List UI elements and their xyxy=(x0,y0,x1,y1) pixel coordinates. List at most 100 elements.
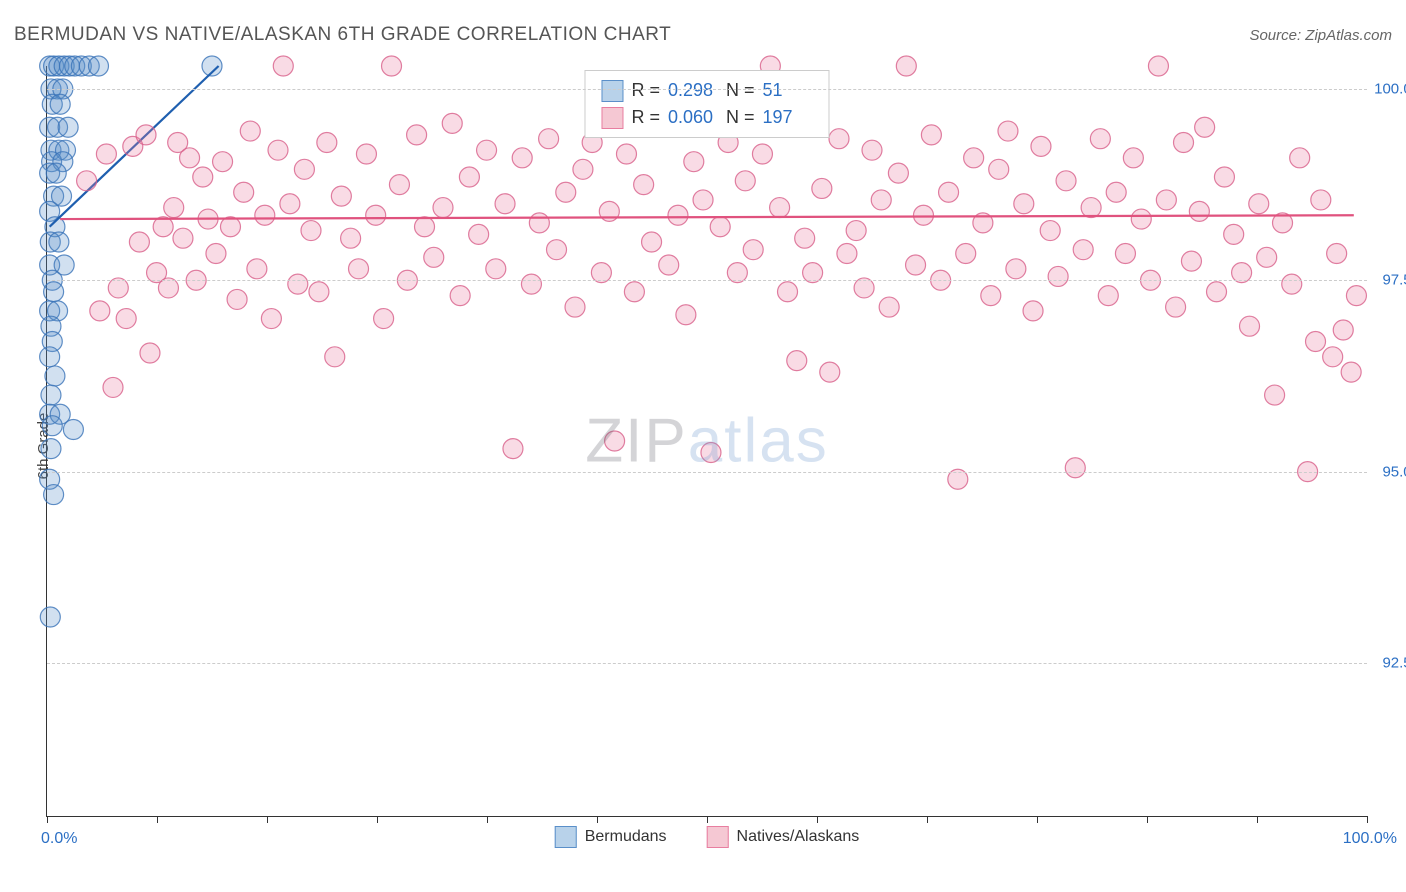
scatter-point xyxy=(888,163,908,183)
scatter-point xyxy=(1341,362,1361,382)
scatter-point xyxy=(44,485,64,505)
scatter-point xyxy=(913,205,933,225)
scatter-point xyxy=(44,282,64,302)
scatter-point xyxy=(288,274,308,294)
scatter-point xyxy=(77,171,97,191)
swatch-bermudans-bottom xyxy=(555,826,577,848)
scatter-point xyxy=(956,244,976,264)
scatter-point xyxy=(173,228,193,248)
scatter-point xyxy=(317,133,337,153)
x-tick xyxy=(47,816,48,823)
r-value-2: 0.060 xyxy=(668,104,718,131)
scatter-point xyxy=(1224,224,1244,244)
x-min-label: 0.0% xyxy=(41,830,77,848)
x-max-label: 100.0% xyxy=(1343,830,1397,848)
scatter-point xyxy=(450,286,470,306)
scatter-point xyxy=(90,301,110,321)
scatter-point xyxy=(1290,148,1310,168)
scatter-point xyxy=(752,144,772,164)
scatter-point xyxy=(701,442,721,462)
legend-row-1: R = 0.298 N = 51 xyxy=(601,77,812,104)
scatter-point xyxy=(1115,244,1135,264)
scatter-point xyxy=(1073,240,1093,260)
scatter-point xyxy=(442,113,462,133)
scatter-point xyxy=(605,431,625,451)
legend-row-2: R = 0.060 N = 197 xyxy=(601,104,812,131)
scatter-point xyxy=(469,224,489,244)
scatter-point xyxy=(547,240,567,260)
y-tick-label: 95.0% xyxy=(1382,463,1406,480)
scatter-point xyxy=(1214,167,1234,187)
scatter-point xyxy=(255,205,275,225)
scatter-point xyxy=(1166,297,1186,317)
scatter-point xyxy=(261,309,281,329)
scatter-point xyxy=(743,240,763,260)
scatter-point xyxy=(220,217,240,237)
scatter-point xyxy=(1265,385,1285,405)
scatter-point xyxy=(1346,286,1366,306)
scatter-point xyxy=(389,175,409,195)
scatter-point xyxy=(1123,148,1143,168)
scatter-point xyxy=(1181,251,1201,271)
scatter-point xyxy=(459,167,479,187)
gridline xyxy=(47,89,1367,90)
x-tick xyxy=(487,816,488,823)
x-tick xyxy=(267,816,268,823)
n-label-1: N = xyxy=(726,77,755,104)
scatter-point xyxy=(1081,198,1101,218)
series2-name: Natives/Alaskans xyxy=(737,828,860,846)
scatter-point xyxy=(273,56,293,76)
scatter-point xyxy=(301,221,321,241)
scatter-point xyxy=(349,259,369,279)
scatter-point xyxy=(40,607,60,627)
scatter-point xyxy=(495,194,515,214)
scatter-point xyxy=(1195,117,1215,137)
scatter-point xyxy=(63,420,83,440)
n-value-2: 197 xyxy=(763,104,813,131)
swatch-bermudans xyxy=(601,80,623,102)
scatter-point xyxy=(1148,56,1168,76)
scatter-point xyxy=(989,159,1009,179)
scatter-point xyxy=(512,148,532,168)
scatter-point xyxy=(829,129,849,149)
bottom-legend-item-1: Bermudans xyxy=(555,826,667,848)
scatter-point xyxy=(521,274,541,294)
r-label-1: R = xyxy=(631,77,660,104)
scatter-point xyxy=(624,282,644,302)
scatter-point xyxy=(116,309,136,329)
gridline xyxy=(47,472,1367,473)
scatter-point xyxy=(477,140,497,160)
scatter-point xyxy=(556,182,576,202)
scatter-point xyxy=(1156,190,1176,210)
scatter-point xyxy=(1031,136,1051,156)
scatter-point xyxy=(659,255,679,275)
scatter-point xyxy=(896,56,916,76)
x-tick xyxy=(1257,816,1258,823)
bottom-legend-item-2: Natives/Alaskans xyxy=(707,826,860,848)
scatter-point xyxy=(1333,320,1353,340)
scatter-point xyxy=(1131,209,1151,229)
scatter-point xyxy=(529,213,549,233)
scatter-point xyxy=(42,416,62,436)
scatter-point xyxy=(164,198,184,218)
scatter-point xyxy=(668,205,688,225)
series1-name: Bermudans xyxy=(585,828,667,846)
scatter-point xyxy=(1056,171,1076,191)
scatter-point xyxy=(693,190,713,210)
bottom-legend: Bermudans Natives/Alaskans xyxy=(555,826,860,848)
scatter-point xyxy=(634,175,654,195)
scatter-point xyxy=(1040,221,1060,241)
scatter-point xyxy=(846,221,866,241)
x-tick xyxy=(927,816,928,823)
n-label-2: N = xyxy=(726,104,755,131)
top-legend: R = 0.298 N = 51 R = 0.060 N = 197 xyxy=(584,70,829,138)
x-tick xyxy=(1147,816,1148,823)
x-tick xyxy=(817,816,818,823)
scatter-point xyxy=(50,94,70,114)
scatter-point xyxy=(247,259,267,279)
n-value-1: 51 xyxy=(763,77,813,104)
scatter-point xyxy=(1006,259,1026,279)
scatter-point xyxy=(45,366,65,386)
scatter-point xyxy=(356,144,376,164)
scatter-point xyxy=(180,148,200,168)
